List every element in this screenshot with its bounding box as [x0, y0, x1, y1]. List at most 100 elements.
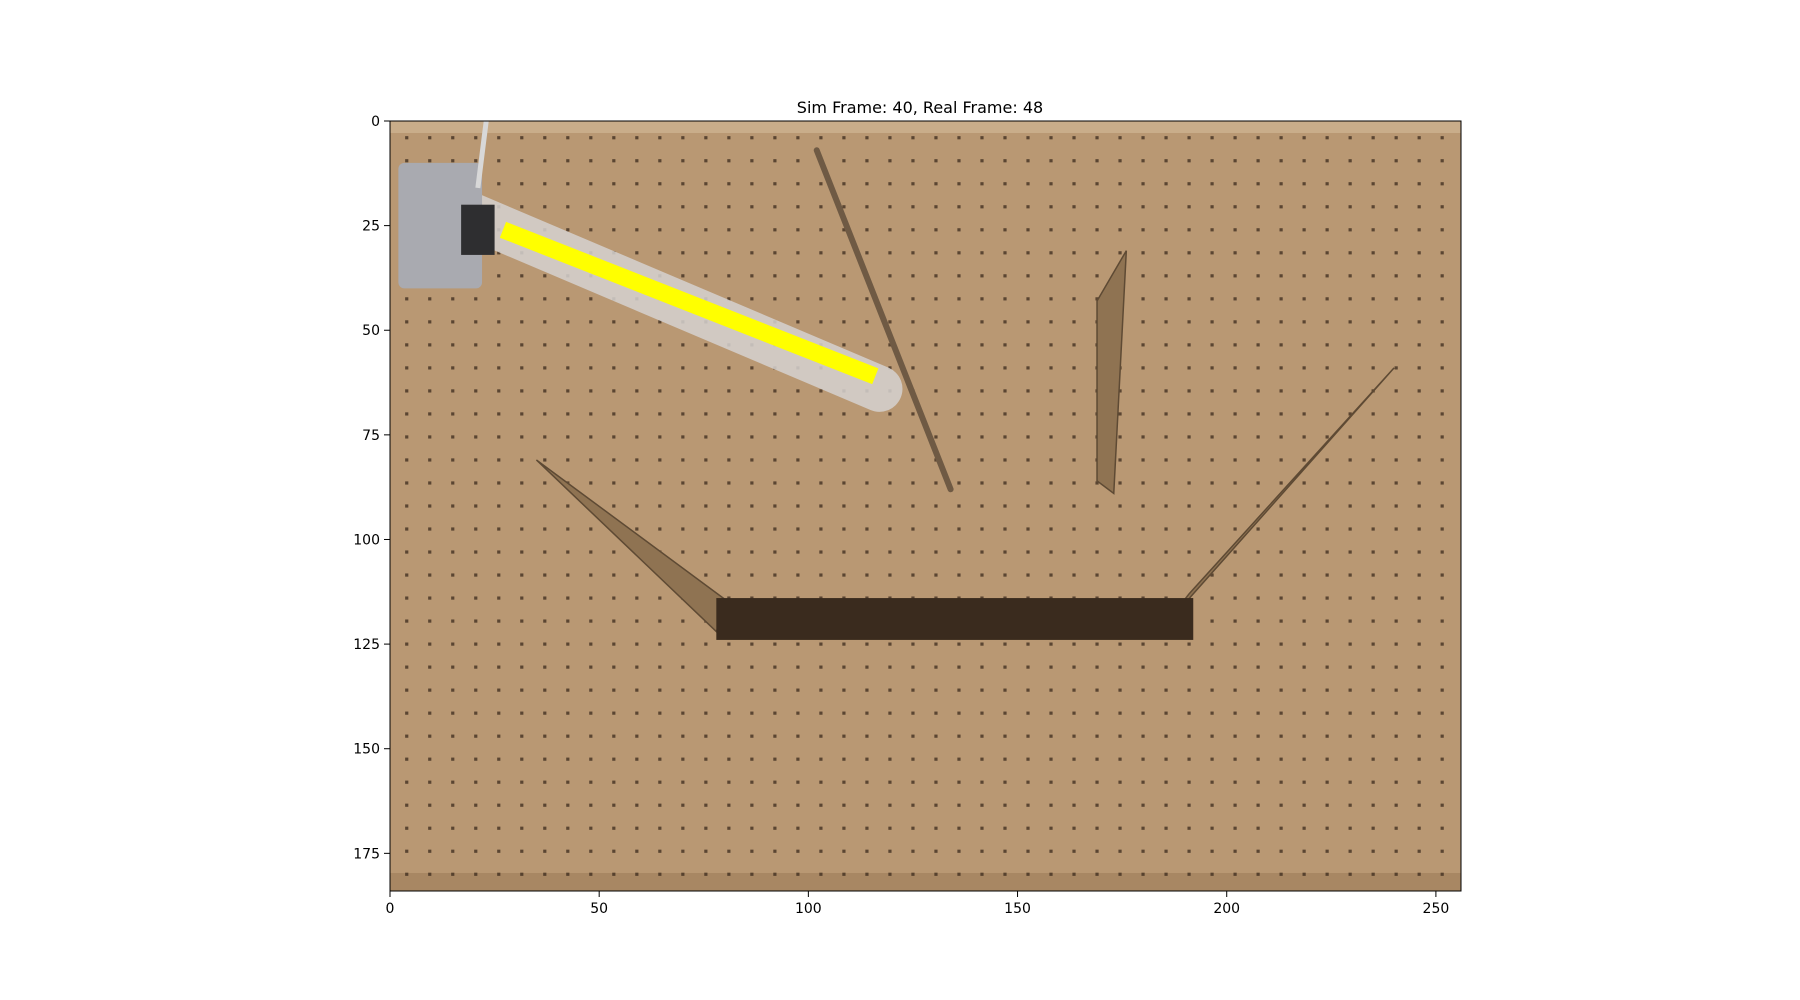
peg-hole: [1026, 205, 1030, 209]
peg-hole: [1233, 458, 1237, 462]
peg-hole: [612, 872, 616, 876]
peg-hole: [1141, 159, 1145, 163]
peg-hole: [497, 366, 501, 370]
peg-hole: [934, 205, 938, 209]
peg-hole: [980, 481, 984, 485]
peg-hole: [1118, 665, 1122, 669]
peg-hole: [911, 320, 915, 324]
peg-hole: [635, 849, 639, 853]
peg-hole: [865, 159, 869, 163]
peg-hole: [1371, 274, 1375, 278]
peg-hole: [1095, 481, 1099, 485]
peg-hole: [428, 504, 432, 508]
peg-hole: [750, 366, 754, 370]
peg-hole: [1026, 458, 1030, 462]
peg-hole: [704, 642, 708, 646]
peg-hole: [405, 803, 409, 807]
peg-hole: [658, 320, 662, 324]
peg-hole: [1371, 366, 1375, 370]
peg-hole: [1325, 458, 1329, 462]
peg-hole: [957, 573, 961, 577]
peg-hole: [1302, 734, 1306, 738]
peg-hole: [1440, 343, 1444, 347]
peg-hole: [497, 527, 501, 531]
peg-hole: [1394, 159, 1398, 163]
peg-hole: [497, 274, 501, 278]
mount-clamp: [461, 204, 495, 255]
peg-hole: [819, 205, 823, 209]
peg-hole: [773, 527, 777, 531]
peg-hole: [1095, 688, 1099, 692]
peg-hole: [1072, 596, 1076, 600]
peg-hole: [1302, 757, 1306, 761]
peg-hole: [658, 780, 662, 784]
peg-hole: [934, 642, 938, 646]
peg-hole: [451, 320, 455, 324]
peg-hole: [1049, 481, 1053, 485]
peg-hole: [1371, 619, 1375, 623]
peg-hole: [865, 136, 869, 140]
peg-hole: [1233, 734, 1237, 738]
peg-hole: [474, 688, 478, 692]
peg-hole: [612, 481, 616, 485]
peg-hole: [727, 665, 731, 669]
peg-hole: [658, 527, 662, 531]
peg-hole: [704, 389, 708, 393]
peg-hole: [1233, 136, 1237, 140]
peg-hole: [428, 665, 432, 669]
peg-hole: [451, 780, 455, 784]
peg-hole: [1187, 711, 1191, 715]
peg-hole: [1072, 251, 1076, 255]
peg-hole: [1325, 872, 1329, 876]
peg-hole: [681, 182, 685, 186]
peg-hole: [796, 320, 800, 324]
peg-hole: [1417, 642, 1421, 646]
peg-hole: [1417, 504, 1421, 508]
peg-hole: [428, 297, 432, 301]
x-tick-label: 150: [1004, 901, 1031, 917]
peg-hole: [1072, 343, 1076, 347]
peg-hole: [1072, 826, 1076, 830]
peg-hole: [1256, 642, 1260, 646]
peg-hole: [681, 228, 685, 232]
peg-hole: [911, 849, 915, 853]
peg-hole: [727, 435, 731, 439]
peg-hole: [1233, 435, 1237, 439]
peg-hole: [612, 826, 616, 830]
peg-hole: [980, 527, 984, 531]
peg-hole: [934, 711, 938, 715]
peg-hole: [980, 780, 984, 784]
peg-hole: [1118, 435, 1122, 439]
peg-hole: [1440, 435, 1444, 439]
peg-hole: [1118, 711, 1122, 715]
peg-hole: [796, 596, 800, 600]
peg-hole: [1256, 780, 1260, 784]
peg-hole: [911, 527, 915, 531]
peg-hole: [589, 182, 593, 186]
peg-hole: [1026, 182, 1030, 186]
peg-hole: [773, 550, 777, 554]
peg-hole: [1049, 550, 1053, 554]
peg-hole: [612, 803, 616, 807]
peg-hole: [1417, 343, 1421, 347]
peg-hole: [957, 504, 961, 508]
peg-hole: [1164, 481, 1168, 485]
peg-hole: [1371, 849, 1375, 853]
peg-hole: [957, 550, 961, 554]
peg-hole: [543, 803, 547, 807]
peg-hole: [566, 412, 570, 416]
peg-hole: [635, 826, 639, 830]
peg-hole: [1417, 665, 1421, 669]
peg-hole: [612, 458, 616, 462]
peg-hole: [1256, 228, 1260, 232]
peg-hole: [1164, 803, 1168, 807]
peg-hole: [635, 665, 639, 669]
peg-hole: [1371, 343, 1375, 347]
peg-hole: [842, 251, 846, 255]
x-tick-label: 250: [1423, 901, 1450, 917]
dowel-stick: [813, 147, 954, 493]
peg-hole: [589, 343, 593, 347]
peg-hole: [1003, 757, 1007, 761]
peg-hole: [566, 803, 570, 807]
peg-hole: [1417, 619, 1421, 623]
